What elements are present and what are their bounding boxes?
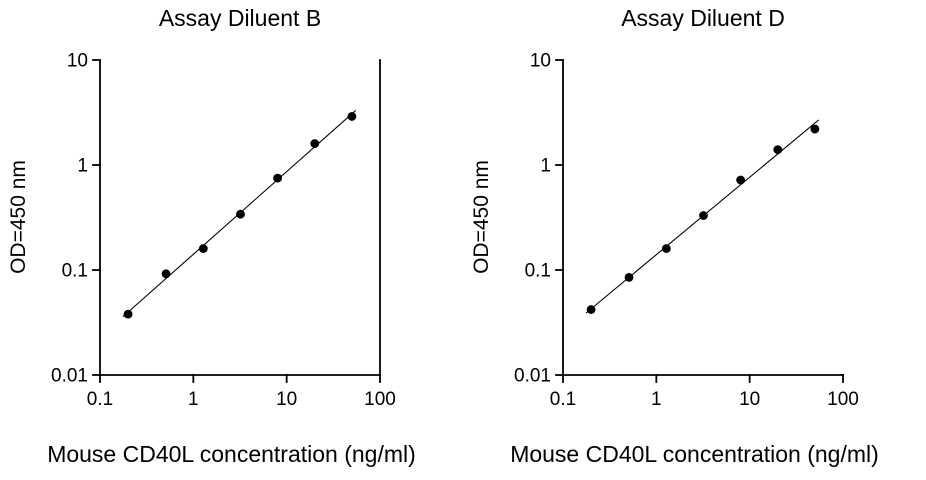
svg-text:1: 1: [77, 156, 88, 177]
svg-text:0.1: 0.1: [525, 261, 551, 282]
chart-assay-diluent-b: Assay Diluent B OD=450 nm 0.1 1 10 100 0.01 0…: [7, 5, 416, 467]
svg-text:100: 100: [827, 389, 859, 410]
svg-text:0.1: 0.1: [87, 389, 113, 410]
chart-title: Assay Diluent D: [621, 5, 785, 31]
svg-text:10: 10: [530, 51, 551, 72]
svg-text:0.1: 0.1: [62, 261, 88, 282]
svg-text:0.01: 0.01: [51, 366, 88, 387]
svg-text:0.01: 0.01: [514, 366, 551, 387]
svg-text:1: 1: [651, 389, 662, 410]
chart-title: Assay Diluent B: [158, 5, 322, 31]
svg-text:1: 1: [540, 156, 551, 177]
svg-text:10: 10: [276, 389, 297, 410]
svg-text:10: 10: [739, 389, 760, 410]
x-axis-label: Mouse CD40L concentration (ng/ml): [47, 441, 416, 467]
chart-assay-diluent-d: Assay Diluent D OD=450 nm 0.1 1 10 100 0.01 0…: [463, 0, 926, 480]
x-axis-label: Mouse CD40L concentration (ng/ml): [510, 441, 879, 467]
svg-text:100: 100: [364, 389, 396, 410]
svg-text:1: 1: [188, 389, 199, 410]
svg-text:0.1: 0.1: [550, 389, 576, 410]
svg-text:10: 10: [67, 51, 88, 72]
